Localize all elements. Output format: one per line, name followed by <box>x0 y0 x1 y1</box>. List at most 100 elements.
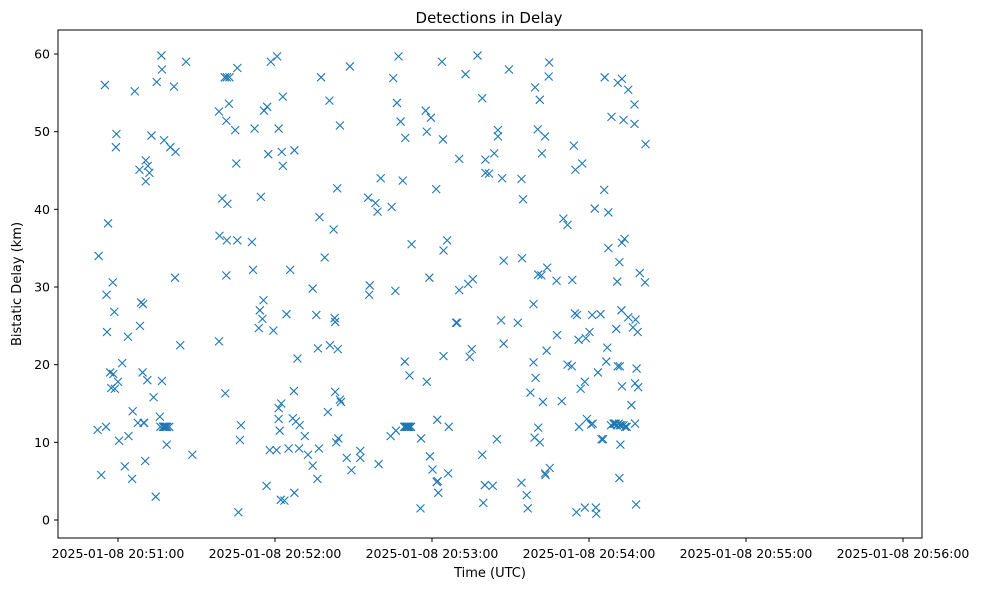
data-point <box>138 368 147 377</box>
data-point <box>630 419 640 429</box>
data-point <box>535 437 545 447</box>
data-point <box>544 72 554 81</box>
data-point <box>149 392 158 402</box>
data-point <box>259 295 268 305</box>
data-point <box>439 351 448 361</box>
data-point <box>276 399 286 408</box>
data-point <box>169 82 179 92</box>
data-point <box>601 357 611 366</box>
data-point <box>278 92 288 102</box>
data-point <box>101 422 111 432</box>
data-point <box>433 476 443 486</box>
data-point <box>293 354 302 363</box>
data-point <box>431 184 441 194</box>
data-point <box>222 199 232 209</box>
data-point <box>517 253 527 263</box>
data-point <box>325 96 334 105</box>
data-point <box>311 310 321 320</box>
data-point <box>480 155 490 165</box>
data-point <box>631 315 640 325</box>
data-point <box>517 174 526 184</box>
data-point <box>428 465 437 474</box>
data-point <box>289 145 299 155</box>
data-point <box>392 98 402 108</box>
data-point <box>110 384 120 394</box>
data-point <box>336 397 346 407</box>
data-point <box>598 434 608 444</box>
data-point <box>117 358 127 368</box>
data-point <box>300 431 310 441</box>
data-point <box>488 481 498 491</box>
data-point <box>552 330 562 340</box>
data-point <box>590 204 600 213</box>
data-point <box>545 463 555 473</box>
data-point <box>158 422 168 432</box>
data-point <box>374 459 384 469</box>
data-point <box>600 72 610 82</box>
data-point <box>139 418 149 428</box>
data-point <box>478 498 488 508</box>
data-point <box>335 395 345 405</box>
data-point <box>376 173 386 183</box>
data-point <box>552 276 561 286</box>
data-point <box>263 149 273 159</box>
data-point <box>619 115 628 125</box>
data-point <box>630 119 639 129</box>
data-point <box>224 99 234 109</box>
data-point <box>569 141 579 151</box>
data-point <box>529 357 538 367</box>
data-point <box>424 273 434 283</box>
data-point <box>603 243 613 253</box>
data-point <box>157 376 167 386</box>
data-point <box>145 168 154 178</box>
data-point <box>461 69 470 79</box>
data-point <box>181 57 191 67</box>
data-point <box>493 131 503 141</box>
data-point <box>231 159 241 168</box>
x-tick-label: 2025-01-08 20:56:00 <box>837 546 970 561</box>
data-point <box>345 62 355 71</box>
data-point <box>465 352 475 362</box>
data-point <box>152 77 162 87</box>
data-point <box>394 51 403 61</box>
data-point <box>633 327 643 337</box>
data-point <box>313 343 323 353</box>
data-point <box>365 281 375 290</box>
data-point <box>143 161 153 171</box>
data-point <box>538 397 548 407</box>
x-axis-label: Time (UTC) <box>453 566 526 581</box>
data-point <box>233 507 243 517</box>
data-point <box>123 332 133 342</box>
data-point <box>111 142 121 152</box>
data-point <box>433 488 443 498</box>
data-point <box>641 139 650 149</box>
x-tick-label: 2025-01-08 20:55:00 <box>680 546 813 561</box>
data-point <box>215 231 224 241</box>
data-point <box>504 65 514 74</box>
data-point <box>574 422 584 432</box>
data-point <box>632 364 642 373</box>
data-point <box>607 112 616 122</box>
data-point <box>614 257 624 267</box>
data-point <box>537 149 547 158</box>
data-point <box>422 127 432 137</box>
data-point <box>102 290 111 300</box>
data-point <box>623 312 633 322</box>
data-point <box>454 154 464 164</box>
data-point <box>426 113 436 123</box>
data-point <box>622 422 632 432</box>
y-tick-label: 50 <box>34 124 50 139</box>
data-point <box>162 422 172 432</box>
data-point <box>405 371 414 380</box>
data-point <box>285 265 295 275</box>
data-point <box>612 277 622 286</box>
data-point <box>108 277 118 287</box>
data-point <box>274 403 284 413</box>
data-point <box>142 375 152 385</box>
data-point <box>439 246 448 255</box>
data-point <box>222 72 232 82</box>
data-point <box>275 426 285 436</box>
data-point <box>127 474 137 484</box>
data-point <box>258 314 267 324</box>
